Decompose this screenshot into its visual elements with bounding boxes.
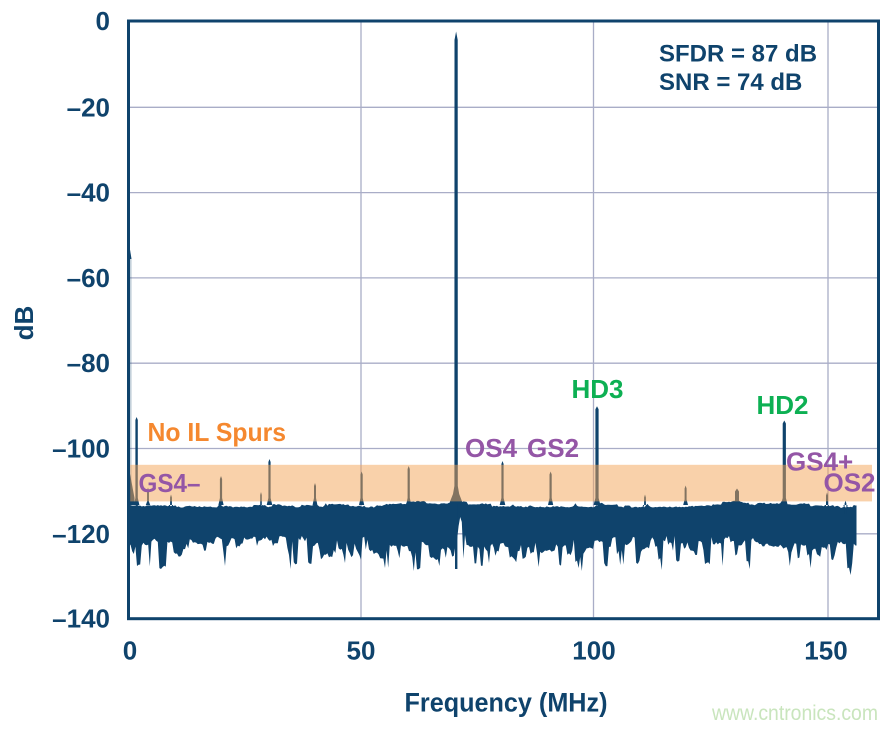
svg-text:–20: –20: [67, 92, 110, 122]
svg-text:HD2: HD2: [757, 390, 809, 420]
svg-text:Frequency (MHz): Frequency (MHz): [405, 687, 608, 717]
svg-text:dB: dB: [9, 306, 39, 341]
svg-text:–40: –40: [67, 178, 110, 208]
svg-text:HD3: HD3: [572, 374, 624, 404]
svg-text:OS2: OS2: [823, 468, 875, 498]
svg-text:–100: –100: [52, 434, 110, 464]
svg-text:OS4: OS4: [465, 433, 518, 463]
svg-text:150: 150: [804, 636, 847, 666]
svg-text:–60: –60: [67, 263, 110, 293]
svg-text:SNR = 74 dB: SNR = 74 dB: [659, 69, 802, 96]
svg-text:0: 0: [96, 6, 110, 36]
svg-text:–140: –140: [52, 604, 110, 634]
svg-text:GS2: GS2: [527, 433, 579, 463]
svg-text:GS4–: GS4–: [139, 468, 201, 498]
svg-text:50: 50: [347, 636, 376, 666]
svg-text:No IL Spurs: No IL Spurs: [148, 417, 287, 447]
svg-text:www.cntronics.com: www.cntronics.com: [711, 702, 878, 725]
svg-text:GS4+: GS4+: [786, 447, 853, 477]
svg-text:100: 100: [572, 636, 615, 666]
svg-text:SFDR = 87 dB: SFDR = 87 dB: [659, 41, 817, 68]
svg-text:0: 0: [123, 636, 137, 666]
svg-text:–120: –120: [52, 519, 110, 549]
svg-text:–80: –80: [67, 348, 110, 378]
